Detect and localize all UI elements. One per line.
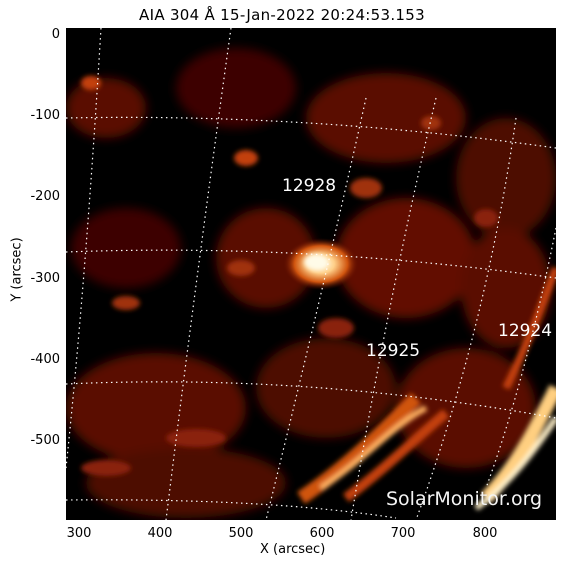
y-tick-label: -100 (30, 108, 60, 123)
limb-loops (297, 266, 556, 511)
x-tick-label: 800 (472, 526, 498, 541)
image-title: AIA 304 Å 15-Jan-2022 20:24:53.153 (139, 6, 425, 24)
y-tick-label: 0 (51, 27, 60, 42)
y-tick-label: -400 (30, 352, 60, 367)
solar-image (66, 28, 556, 520)
bright-patches (81, 76, 498, 476)
x-axis-label: X (arcsec) (260, 542, 326, 557)
x-tick-label: 700 (390, 526, 416, 541)
x-tick-label: 400 (147, 526, 173, 541)
active-region-label: 12924 (498, 321, 553, 341)
flare-12928 (283, 238, 359, 290)
x-tick-label: 500 (228, 526, 254, 541)
active-region-label: 12925 (366, 341, 421, 361)
y-axis-label: Y (arcsec) (9, 237, 25, 302)
y-tick-label: -200 (30, 189, 60, 204)
watermark-text: SolarMonitor.org (386, 488, 543, 510)
active-region-label: 12928 (282, 176, 337, 196)
y-tick-label: -300 (30, 271, 60, 286)
x-tick-label: 300 (66, 526, 92, 541)
x-tick-label: 600 (309, 526, 335, 541)
y-tick-label: -500 (30, 433, 60, 448)
heliographic-grid (66, 28, 556, 520)
solar-image-panel: 12928 12925 12924 (66, 28, 556, 520)
